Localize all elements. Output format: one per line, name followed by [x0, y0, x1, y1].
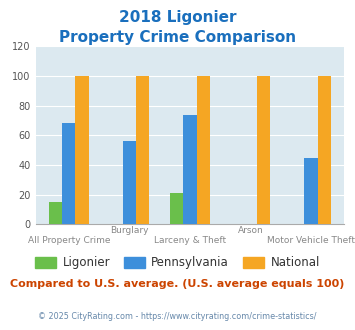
Bar: [123, 141, 136, 224]
Bar: [257, 76, 271, 224]
Bar: [318, 76, 331, 224]
Bar: [76, 76, 89, 224]
Text: Burglary: Burglary: [110, 226, 149, 235]
Bar: [136, 76, 149, 224]
Bar: [49, 202, 62, 224]
Bar: [304, 157, 318, 224]
Text: Property Crime Comparison: Property Crime Comparison: [59, 30, 296, 45]
Text: Motor Vehicle Theft: Motor Vehicle Theft: [267, 236, 355, 245]
Bar: [170, 193, 183, 224]
Bar: [62, 123, 76, 224]
Text: Larceny & Theft: Larceny & Theft: [154, 236, 226, 245]
Text: Arson: Arson: [237, 226, 263, 235]
Bar: [197, 76, 210, 224]
Text: © 2025 CityRating.com - https://www.cityrating.com/crime-statistics/: © 2025 CityRating.com - https://www.city…: [38, 312, 317, 321]
Text: 2018 Ligonier: 2018 Ligonier: [119, 10, 236, 25]
Text: All Property Crime: All Property Crime: [28, 236, 110, 245]
Bar: [183, 115, 197, 224]
Legend: Ligonier, Pennsylvania, National: Ligonier, Pennsylvania, National: [31, 252, 324, 274]
Text: Compared to U.S. average. (U.S. average equals 100): Compared to U.S. average. (U.S. average …: [10, 279, 345, 289]
